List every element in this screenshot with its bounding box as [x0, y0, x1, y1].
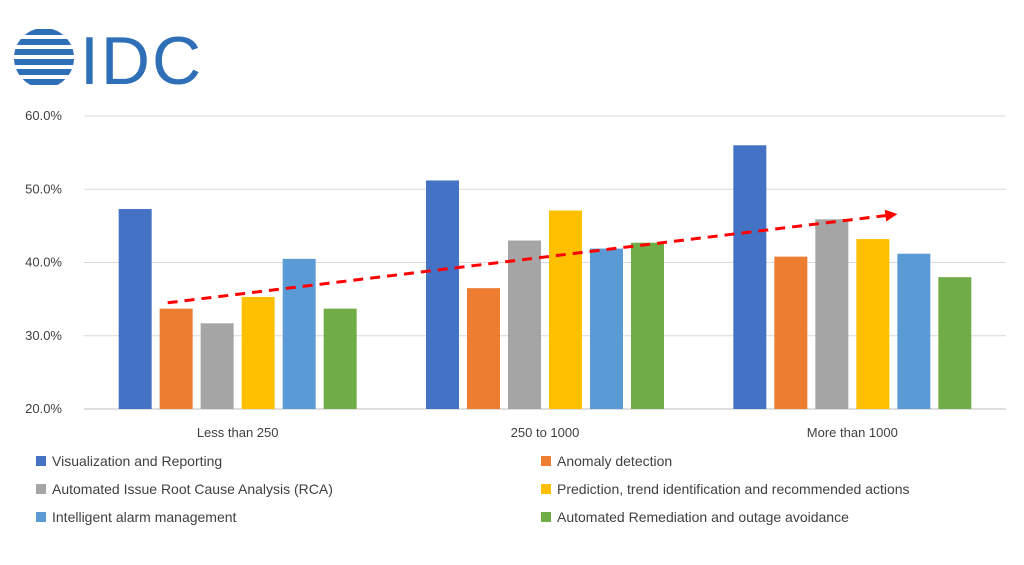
- x-axis-categories: Less than 250 250 to 1000 More than 1000: [197, 425, 898, 440]
- legend-label: Anomaly detection: [557, 453, 673, 469]
- legend-item: Automated Remediation and outage avoidan…: [541, 506, 1011, 528]
- bar: [426, 180, 459, 409]
- legend-item: Visualization and Reporting: [36, 450, 541, 472]
- bar: [549, 210, 582, 409]
- legend-item: Prediction, trend identification and rec…: [541, 478, 1011, 500]
- trend-arrow: [167, 209, 898, 305]
- bar: [897, 253, 931, 409]
- y-tick-label: 50.0%: [25, 181, 62, 196]
- legend-label: Automated Issue Root Cause Analysis (RCA…: [52, 481, 333, 497]
- logo-wordmark: IDC: [80, 26, 203, 90]
- bar: [159, 308, 193, 409]
- bar: [815, 219, 849, 409]
- legend-item: Automated Issue Root Cause Analysis (RCA…: [36, 478, 541, 500]
- legend-swatch: [541, 512, 551, 522]
- bar: [118, 209, 152, 409]
- legend-label: Intelligent alarm management: [52, 509, 237, 525]
- globe-icon: [14, 29, 74, 85]
- bar: [856, 239, 890, 409]
- x-category-label: Less than 250: [197, 425, 279, 440]
- bars: [118, 145, 972, 410]
- y-tick-label: 30.0%: [25, 328, 62, 343]
- legend-item: Anomaly detection: [541, 450, 1011, 472]
- x-category-label: 250 to 1000: [511, 425, 580, 440]
- y-axis-ticks: 20.0% 30.0% 40.0% 50.0% 60.0%: [25, 108, 62, 416]
- legend-label: Visualization and Reporting: [52, 453, 223, 469]
- bar: [938, 277, 972, 409]
- bar: [631, 242, 664, 409]
- legend-item: Intelligent alarm management: [36, 506, 541, 528]
- legend-label: Prediction, trend identification and rec…: [557, 481, 910, 497]
- chart-legend: Visualization and Reporting Anomaly detec…: [36, 450, 1016, 528]
- y-tick-label: 40.0%: [25, 255, 62, 270]
- bar: [200, 323, 234, 409]
- bar: [323, 308, 357, 409]
- bar: [241, 296, 275, 409]
- bar: [590, 248, 623, 409]
- legend-swatch: [36, 484, 46, 494]
- bar: [733, 145, 767, 410]
- x-category-label: More than 1000: [807, 425, 898, 440]
- bar-chart: 20.0% 30.0% 40.0% 50.0% 60.0% Less than 250 2…: [25, 108, 1006, 440]
- y-tick-label: 20.0%: [25, 401, 62, 416]
- bar: [508, 240, 541, 409]
- legend-swatch: [541, 456, 551, 466]
- trend-arrowhead: [884, 209, 898, 222]
- idc-logo: IDC: [14, 23, 214, 99]
- trend-line: [167, 214, 886, 305]
- grid-lines: [84, 115, 1006, 410]
- legend-swatch: [36, 512, 46, 522]
- bar: [774, 256, 808, 409]
- y-tick-label: 60.0%: [25, 108, 62, 123]
- bar: [467, 288, 500, 409]
- legend-label: Automated Remediation and outage avoidan…: [557, 509, 849, 525]
- legend-swatch: [36, 456, 46, 466]
- legend-swatch: [541, 484, 551, 494]
- bar: [282, 258, 316, 409]
